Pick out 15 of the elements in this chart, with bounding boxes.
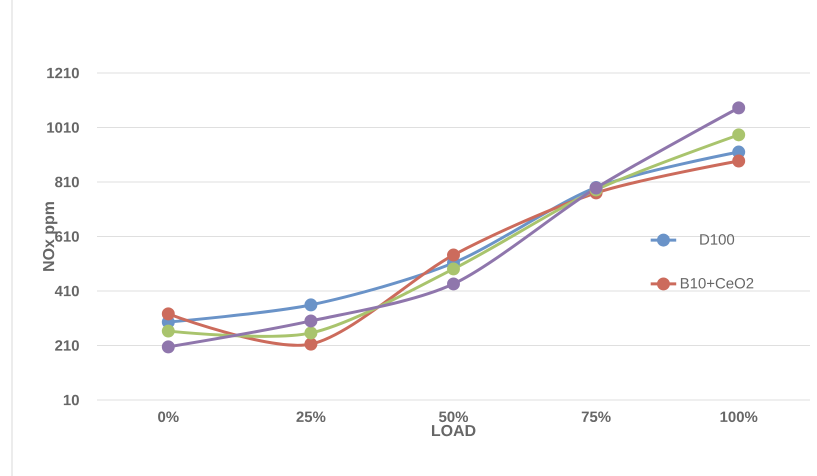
x-tick-label: 0%: [158, 411, 179, 422]
y-tick-label: 610: [55, 231, 79, 242]
x-tick-label: 100%: [720, 411, 758, 422]
x-tick-label: 25%: [296, 411, 326, 422]
x-tick-label: 50%: [439, 411, 468, 422]
x-axis-title: LOAD: [432, 424, 476, 436]
x-tick-label: 75%: [582, 411, 611, 422]
legend-label: D100: [700, 234, 734, 245]
y-tick-label: 810: [55, 176, 79, 188]
y-tick-label: 410: [54, 286, 79, 296]
y-tick-label: 210: [55, 340, 79, 351]
y-tick-label: 1210: [47, 68, 79, 78]
y-tick-label: 10: [64, 394, 79, 406]
y-tick-label: 1010: [47, 122, 79, 133]
legend-label: B10+CeO2: [680, 278, 754, 289]
